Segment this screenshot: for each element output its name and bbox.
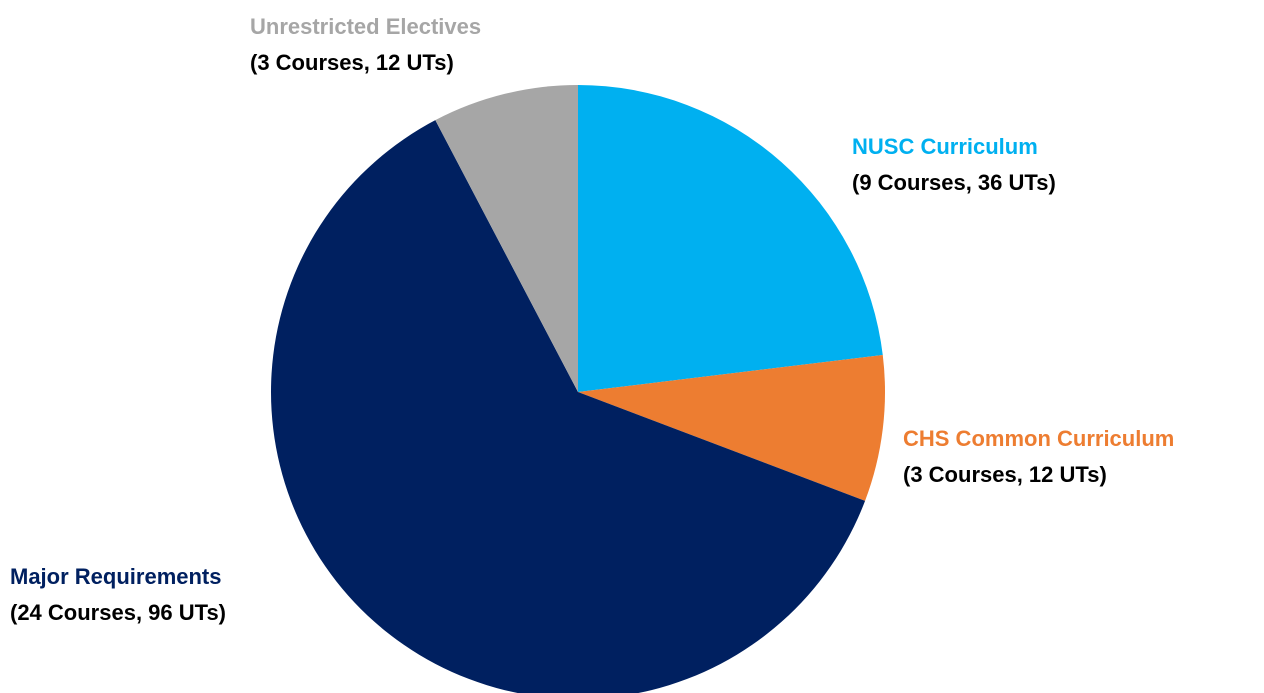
slice-label: NUSC Curriculum — [852, 134, 1038, 159]
pie-slice — [271, 120, 866, 693]
slice-value-label: (3 Courses, 12 UTs) — [250, 50, 454, 75]
slice-value-label: (24 Courses, 96 UTs) — [10, 600, 226, 625]
slice-label: Unrestricted Electives — [250, 14, 481, 39]
slice-value-label: (3 Courses, 12 UTs) — [903, 462, 1107, 487]
pie-slice — [435, 85, 578, 392]
slice-label: Major Requirements — [10, 564, 222, 589]
pie-slice — [578, 85, 883, 392]
pie-slice — [578, 354, 885, 501]
slice-value-label: (9 Courses, 36 UTs) — [852, 170, 1056, 195]
slice-label: CHS Common Curriculum — [903, 426, 1174, 451]
